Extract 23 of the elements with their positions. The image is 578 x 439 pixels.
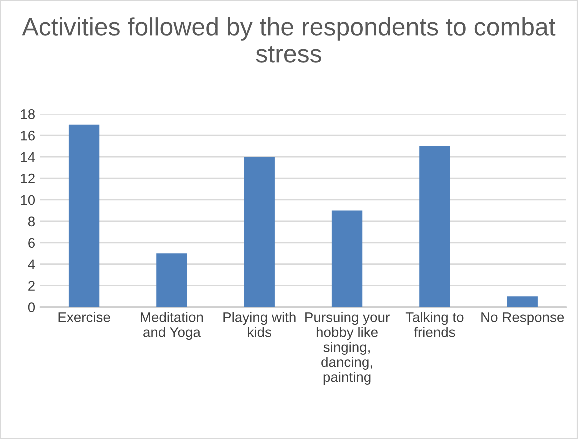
x-tick-label: No Response (482, 312, 564, 326)
y-tick-label: 16 (21, 130, 35, 141)
y-tick-label: 10 (21, 195, 36, 206)
chart-title: Activities followed by the respondents to combat stress (22, 18, 556, 63)
bar (244, 157, 275, 308)
x-tick-label: Exercise (58, 312, 110, 322)
y-tick-label: 14 (21, 152, 36, 162)
x-tick-label: Pursuing your hobby like singing, dancing, painting (306, 312, 390, 385)
x-tick-label: Playing with kids (224, 312, 296, 338)
y-tick-label: 2 (28, 281, 35, 291)
y-tick-label: 0 (28, 302, 36, 312)
y-tick-label: 12 (21, 174, 35, 184)
bar (332, 210, 363, 308)
bar (420, 146, 450, 308)
x-tick-label: Meditation and Yoga (141, 312, 204, 340)
y-tick-label: 18 (21, 109, 35, 120)
y-tick-label: 8 (28, 216, 35, 227)
y-tick-label: 4 (28, 260, 36, 270)
bar (68, 124, 100, 308)
x-tick-label: Talking to friends (406, 312, 464, 338)
bar (507, 296, 538, 308)
bar (156, 254, 188, 308)
y-tick-label: 6 (28, 238, 35, 248)
